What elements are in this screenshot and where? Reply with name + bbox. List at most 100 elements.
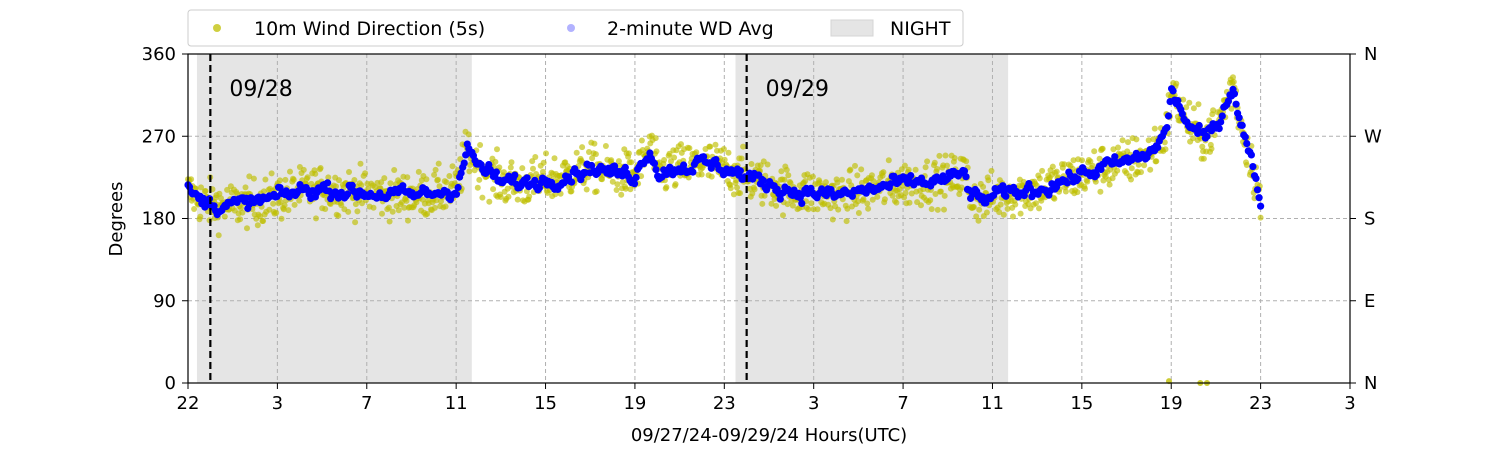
plot-area: 09/28 09/29 22 3 7 11 15 19 23 3 7 11 15 19 23 3 0 90 180… xyxy=(142,44,1382,414)
wind-direction-point xyxy=(433,197,440,204)
wd-avg-point xyxy=(1154,143,1162,152)
wd-avg-point xyxy=(1253,186,1262,194)
wind-direction-point xyxy=(345,208,352,215)
wind-direction-point xyxy=(975,217,982,224)
wind-direction-point xyxy=(941,192,948,199)
legend-label-wd-avg: 2-minute WD Avg xyxy=(607,18,774,40)
wind-direction-point xyxy=(996,209,1003,216)
wind-direction-point xyxy=(202,188,209,194)
right-tick-label-1: E xyxy=(1364,291,1375,312)
wind-direction-point xyxy=(1147,166,1154,173)
wind-direction-point xyxy=(627,186,634,193)
wd-avg-point xyxy=(822,192,831,200)
wind-direction-point xyxy=(1051,195,1058,202)
wind-direction-point xyxy=(234,190,241,197)
x-tick-label-5: 19 xyxy=(623,393,646,414)
y-tick-label-4: 360 xyxy=(142,44,176,65)
wind-direction-point xyxy=(980,183,987,190)
wd-avg-point xyxy=(511,171,519,179)
wind-direction-point xyxy=(870,178,877,185)
wd-avg-point xyxy=(1074,175,1082,183)
y-axis-label: Degrees xyxy=(106,182,127,257)
wd-avg-point xyxy=(776,195,784,203)
wd-avg-point xyxy=(1218,112,1226,120)
wind-direction-point xyxy=(671,154,678,161)
wind-direction-point xyxy=(405,217,411,224)
wind-direction-point xyxy=(802,178,809,184)
x-tick-label-7: 3 xyxy=(808,393,819,414)
wind-direction-point xyxy=(951,155,958,161)
wind-direction-2min-avg-series xyxy=(184,85,1265,219)
wind-direction-point xyxy=(1004,205,1011,212)
x-tick-label-11: 19 xyxy=(1160,393,1183,414)
wd-avg-point xyxy=(907,172,915,180)
wind-direction-point xyxy=(1151,125,1158,132)
wd-avg-point xyxy=(1063,179,1071,187)
wd-avg-point xyxy=(960,167,969,175)
x-tick-label-2: 7 xyxy=(361,393,372,414)
wind-direction-point xyxy=(761,192,768,199)
x-tick-label-10: 15 xyxy=(1070,393,1093,414)
wind-direction-point xyxy=(931,159,938,166)
wind-direction-point xyxy=(244,225,250,232)
wind-direction-point xyxy=(942,152,949,159)
wind-direction-point xyxy=(958,184,965,191)
wind-direction-point xyxy=(852,162,858,169)
wind-direction-point xyxy=(1200,155,1207,162)
wind-direction-point xyxy=(442,203,449,210)
wind-direction-point xyxy=(1025,201,1032,207)
wind-direction-point xyxy=(1106,181,1113,188)
wind-direction-point xyxy=(379,210,385,217)
wind-direction-point xyxy=(395,207,402,214)
wind-direction-point xyxy=(197,213,204,220)
wind-direction-point xyxy=(839,176,845,183)
wd-avg-point xyxy=(962,173,970,181)
wd-avg-point xyxy=(199,194,207,202)
wd-avg-point xyxy=(1217,118,1225,126)
wind-direction-point xyxy=(338,202,345,209)
wd-avg-point xyxy=(630,180,639,188)
wind-direction-point xyxy=(848,182,855,189)
wind-direction-point xyxy=(322,206,329,212)
wd-avg-point xyxy=(1243,140,1251,148)
wind-direction-point xyxy=(663,184,670,191)
wind-direction-point xyxy=(573,149,580,156)
wind-direction-point xyxy=(932,191,939,197)
wd-avg-point xyxy=(523,174,531,182)
wind-direction-point xyxy=(268,170,275,177)
wind-direction-point xyxy=(1199,143,1206,150)
legend-box xyxy=(187,9,964,47)
wd-avg-point xyxy=(646,149,654,157)
wind-direction-point xyxy=(224,186,231,193)
right-tick-label-0: N xyxy=(1364,373,1377,394)
wd-avg-point xyxy=(890,172,898,180)
wd-avg-point xyxy=(588,161,596,170)
wind-direction-point xyxy=(628,159,635,166)
wd-avg-point xyxy=(848,192,857,200)
wind-direction-point xyxy=(1099,145,1106,152)
wind-direction-point xyxy=(1096,155,1103,162)
y-tick-label-2: 180 xyxy=(142,209,176,230)
wind-direction-point xyxy=(1141,162,1148,169)
wind-direction-point xyxy=(789,202,796,209)
wind-direction-point xyxy=(730,191,737,198)
wind-direction-point xyxy=(893,199,900,206)
wind-direction-point xyxy=(751,186,758,193)
wd-avg-point xyxy=(650,159,659,167)
wind-direction-point xyxy=(296,197,303,204)
wd-avg-point xyxy=(1257,202,1265,210)
wind-direction-point xyxy=(1084,178,1091,185)
wind-direction-point xyxy=(1190,135,1197,142)
wind-direction-point xyxy=(335,212,342,219)
wind-direction-point xyxy=(781,176,788,183)
wind-direction-point xyxy=(391,167,398,173)
wind-direction-point xyxy=(191,206,198,212)
wd-avg-point xyxy=(1230,90,1239,98)
wind-direction-point xyxy=(773,202,780,209)
wd-avg-point xyxy=(689,168,697,176)
wind-direction-point xyxy=(1012,201,1019,208)
wind-direction-point xyxy=(1061,161,1068,168)
wind-direction-point xyxy=(963,158,970,165)
wind-direction-point xyxy=(378,179,385,186)
wind-direction-point xyxy=(242,184,249,191)
